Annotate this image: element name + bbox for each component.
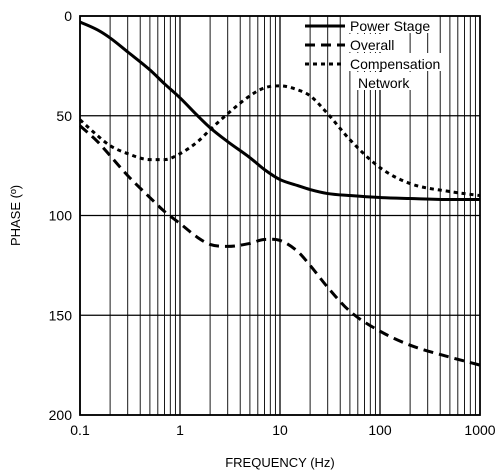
y-tick-label: 200 <box>49 407 73 423</box>
series-group <box>78 20 481 367</box>
x-tick-label: 100 <box>368 422 392 438</box>
grid <box>79 15 480 416</box>
legend-label-bg <box>349 34 407 52</box>
y-axis-label: PHASE (º) <box>8 185 23 246</box>
y-tick-label: 100 <box>49 208 73 224</box>
legend-label: Network <box>358 75 410 91</box>
legend-label-bg <box>357 72 415 90</box>
legend-label-bg <box>349 15 439 33</box>
y-tick-label: 0 <box>64 8 72 24</box>
series-line-power-stage <box>79 20 480 202</box>
tick-labels: 0.1 1 10 100 1000 0 50 100 150 200 <box>49 8 496 438</box>
x-tick-label: 1 <box>176 422 184 438</box>
x-axis-label: FREQUENCY (Hz) <box>225 455 335 470</box>
legend: Power Stage Overall Compensation Network <box>305 15 447 91</box>
plot-frame <box>79 15 481 416</box>
x-tick-label: 1000 <box>464 422 495 438</box>
series-line-overall <box>78 124 481 367</box>
x-tick-label: 10 <box>272 422 288 438</box>
legend-label: Overall <box>350 37 394 53</box>
y-tick-label: 50 <box>56 108 72 124</box>
x-tick-label: 0.1 <box>70 422 90 438</box>
series-line-compensation-network <box>78 84 481 198</box>
legend-label-bg <box>349 53 447 71</box>
legend-label: Compensation <box>350 56 440 72</box>
legend-label: Power Stage <box>350 18 430 34</box>
y-tick-label: 150 <box>49 307 73 323</box>
